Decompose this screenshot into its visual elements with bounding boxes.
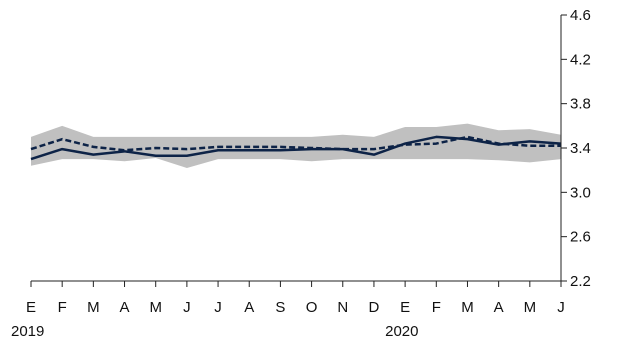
x-tick-label: D bbox=[369, 299, 380, 316]
x-tick-label: M bbox=[149, 299, 162, 316]
band-area bbox=[31, 123, 561, 168]
x-tick-label: F bbox=[58, 299, 67, 316]
y-tick-label: 2.6 bbox=[570, 229, 591, 246]
series-layer bbox=[30, 135, 562, 161]
y-tick-label: 3.4 bbox=[570, 140, 591, 157]
x-tick-label: M bbox=[524, 299, 537, 316]
x-tick-label: A bbox=[494, 299, 504, 316]
x-tick-label: F bbox=[432, 299, 441, 316]
y-tick-label: 3.8 bbox=[570, 96, 591, 113]
x-tick-label: J bbox=[183, 299, 191, 316]
year-label: 2020 bbox=[385, 323, 418, 340]
x-tick-label: A bbox=[244, 299, 254, 316]
x-tick-label: N bbox=[337, 299, 348, 316]
x-tick-label: A bbox=[120, 299, 130, 316]
x-tick-label: S bbox=[275, 299, 285, 316]
x-tick-label: J bbox=[214, 299, 222, 316]
x-tick-label: E bbox=[400, 299, 410, 316]
x-tick-label: E bbox=[26, 299, 36, 316]
series-line-dashed bbox=[30, 135, 561, 152]
series-line-solid bbox=[30, 135, 562, 161]
confidence-band bbox=[31, 123, 561, 168]
x-tick-label: J bbox=[557, 299, 565, 316]
ticks bbox=[30, 14, 567, 287]
y-tick-label: 4.2 bbox=[570, 51, 591, 68]
x-tick-label: M bbox=[461, 299, 474, 316]
y-tick-label: 3.0 bbox=[570, 184, 591, 201]
y-tick-label: 2.2 bbox=[570, 273, 591, 290]
tick-labels: E F M A M J J A S O N D E F M A M J 2019 2020 2.2 2.6 3.0 3.4 3.… bbox=[11, 7, 591, 340]
y-tick-label: 4.6 bbox=[570, 7, 591, 24]
year-label: 2019 bbox=[11, 323, 44, 340]
x-tick-label: O bbox=[306, 299, 318, 316]
x-tick-label: M bbox=[87, 299, 100, 316]
